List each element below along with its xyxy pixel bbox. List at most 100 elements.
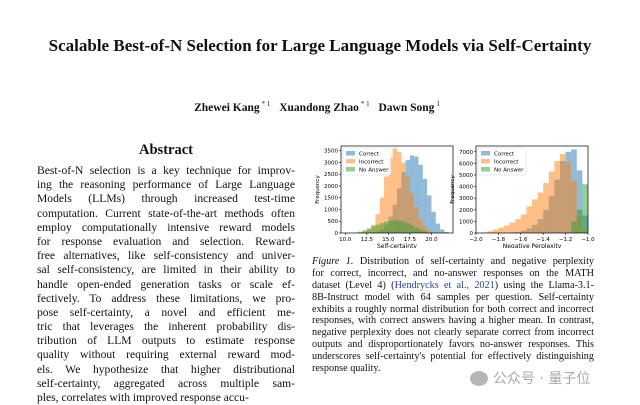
histogram-bar	[363, 230, 367, 233]
author-list: Zhewei Kang* 1 Xuandong Zhao* 1 Dawn Son…	[0, 100, 640, 114]
y-tick-label: 500	[328, 219, 339, 225]
abstract-body: Best-of-N selection is a key technique f…	[37, 164, 295, 405]
abstract-line: els. We hypothesize that higher distribu…	[37, 363, 295, 377]
histogram-bar	[380, 223, 384, 233]
abstract-line: computation. Current state-of-the-art me…	[37, 207, 295, 221]
x-tick-label: −1.0	[581, 237, 595, 243]
x-tick-label: −2.0	[469, 237, 483, 243]
abstract-line: quality without requiring external rewar…	[37, 348, 295, 362]
abstract-line: Models (LLMs) through increased test-tim…	[37, 192, 295, 206]
abstract-line: free alternatives, like self-consistency…	[37, 249, 295, 263]
histogram-bar	[410, 225, 414, 233]
histogram-bar	[521, 214, 527, 233]
histogram-bar	[388, 221, 392, 233]
legend-label: Correct	[359, 152, 380, 158]
histogram-bar	[423, 179, 427, 233]
x-tick-label: 12.5	[361, 237, 374, 243]
chart-2: −2.0−1.8−1.6−1.4−1.2−1.00100020003000400…	[450, 146, 595, 248]
histogram-bar	[431, 212, 435, 233]
legend-swatch	[481, 151, 490, 156]
histogram-bar	[582, 184, 588, 233]
author-affiliation: * 1	[361, 100, 370, 108]
caption-text: dataset (Level 4) (	[312, 280, 395, 291]
histogram-bar	[393, 220, 397, 233]
histogram-bar	[543, 183, 549, 233]
author-name: Zhewei Kang	[194, 102, 260, 114]
y-tick-label: 1000	[324, 207, 338, 213]
y-tick-label: 4000	[459, 185, 473, 191]
histogram-bar	[566, 162, 572, 233]
y-axis-label: Frequency	[450, 175, 456, 204]
histogram-bar	[493, 230, 499, 233]
abstract-line: ples, correlates with improved response …	[37, 391, 295, 405]
caption-text: Distribution of self-certainty and negat…	[353, 256, 594, 267]
caption-line: dataset (Level 4) (Hendrycks et al., 202…	[312, 280, 594, 292]
caption-line: 8B-Instruct model with 64 samples per qu…	[312, 292, 594, 304]
abstract-line: pose self-certainty, a novel and efficie…	[37, 306, 295, 320]
histogram-bar	[371, 226, 375, 233]
histogram-bar	[498, 228, 504, 233]
histogram-bar	[401, 221, 405, 233]
watermark-text: 公众号 · 量子位	[493, 368, 590, 388]
histogram-bar	[427, 195, 431, 233]
caption-line: responses, with correct answers having a…	[312, 315, 594, 327]
legend-swatch	[481, 167, 490, 172]
caption-line: underscores self-certainty's potential f…	[312, 351, 594, 363]
y-tick-label: 0	[470, 231, 474, 237]
watermark: 公众号 · 量子位	[470, 368, 590, 388]
caption-line: negative perplexity does not clearly sep…	[312, 327, 594, 339]
legend-swatch	[346, 159, 355, 164]
histogram-bar	[419, 230, 423, 233]
y-tick-label: 3000	[324, 160, 338, 166]
histogram-bar	[538, 192, 544, 233]
histogram-bar	[436, 224, 440, 233]
paper-title: Scalable Best-of-N Selection for Large L…	[0, 36, 640, 56]
histogram-bar	[375, 225, 379, 233]
legend: Correct Incorrect No Answer	[343, 148, 391, 175]
y-tick-label: 2000	[459, 208, 473, 214]
histogram-bar	[367, 228, 371, 233]
histogram-bar	[577, 210, 583, 233]
caption-line: outputs and disproportionately favors no…	[312, 339, 594, 351]
author-affiliation: 1	[436, 100, 440, 108]
y-tick-label: 0	[335, 231, 339, 237]
histogram-bar	[397, 221, 401, 233]
caption-line: for correct, incorrect, and no-answer re…	[312, 268, 594, 280]
abstract-line: sal self-consistency, are limited in the…	[37, 263, 295, 277]
histogram-bar	[554, 161, 560, 233]
caption-label: Figure 1.	[312, 256, 353, 267]
legend-swatch	[346, 151, 355, 156]
y-tick-label: 7000	[459, 150, 473, 156]
y-tick-label: 6000	[459, 161, 473, 167]
abstract-line: tribution of LLM outputs to estimate res…	[37, 334, 295, 348]
x-tick-label: 20.0	[425, 237, 438, 243]
histogram-bar	[515, 219, 521, 233]
caption-line: Figure 1. Distribution of self-certainty…	[312, 256, 594, 268]
x-tick-label: 10.0	[339, 237, 352, 243]
abstract-line: fectively. To address these limitations,…	[37, 292, 295, 306]
x-axis-label: Self-certainty	[377, 243, 417, 248]
histogram-bar	[549, 172, 555, 233]
abstract-line: for response evaluation and selection. R…	[37, 235, 295, 249]
y-tick-label: 1500	[324, 196, 338, 202]
legend-swatch	[481, 159, 490, 164]
histogram-bar	[414, 228, 418, 233]
y-tick-label: 2500	[324, 172, 338, 178]
legend-label: Incorrect	[359, 160, 384, 166]
histogram-bar	[526, 206, 532, 233]
abstract-line: Best-of-N selection is a key technique f…	[37, 164, 295, 178]
abstract-line: ing the reasoning performance of Large L…	[37, 178, 295, 192]
histogram-bar	[571, 221, 577, 233]
wechat-icon	[470, 371, 488, 386]
author-affiliation: * 1	[262, 100, 271, 108]
legend-label: No Answer	[359, 168, 389, 174]
legend-label: Correct	[494, 152, 515, 158]
y-tick-label: 3000	[459, 196, 473, 202]
legend-label: No Answer	[494, 168, 524, 174]
y-tick-label: 2000	[324, 184, 338, 190]
histogram-bar	[560, 154, 566, 233]
y-tick-label: 5000	[459, 173, 473, 179]
citation-link[interactable]: Hendrycks et al., 2021	[395, 280, 495, 291]
